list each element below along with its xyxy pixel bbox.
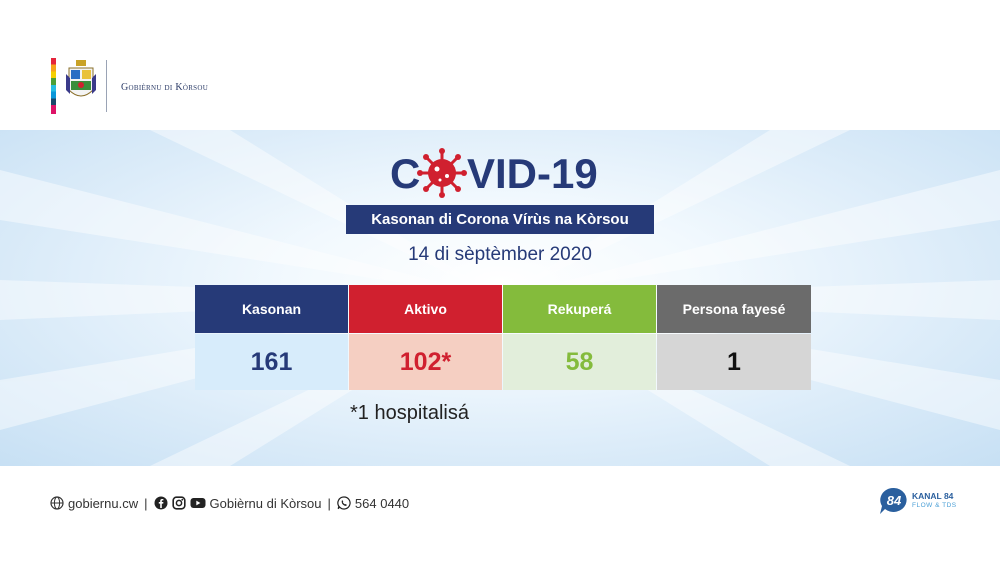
kanal-name: KANAL 84 bbox=[912, 491, 954, 501]
whatsapp-icon[interactable] bbox=[337, 496, 351, 510]
kanal-badge-number: 84 bbox=[887, 493, 902, 508]
header-rekupera: Rekuperá bbox=[503, 285, 656, 333]
value-aktivo: 102* bbox=[349, 334, 502, 390]
header: Gobièrnu di Kòrsou bbox=[0, 0, 1000, 130]
website-link[interactable]: gobiernu.cw bbox=[68, 495, 139, 511]
footnote: *1 hospitalisá bbox=[350, 402, 469, 424]
stats-table: Kasonan Aktivo Rekuperá Persona fayesé 1… bbox=[195, 285, 811, 390]
separator: | bbox=[144, 495, 148, 511]
kanal-84-logo: 84 KANAL 84 FLOW & TDS bbox=[878, 487, 968, 515]
header-kasonan: Kasonan bbox=[195, 285, 348, 333]
title-rest: VID-19 bbox=[467, 150, 598, 197]
virus-icon bbox=[417, 148, 467, 198]
kanal-sub: FLOW & TDS bbox=[912, 502, 957, 509]
org-name: Gobièrnu di Kòrsou bbox=[121, 82, 209, 93]
color-stripe bbox=[51, 58, 56, 114]
globe-icon bbox=[50, 496, 64, 510]
social-handle[interactable]: Gobièrnu di Kòrsou bbox=[209, 495, 322, 511]
header-aktivo: Aktivo bbox=[349, 285, 502, 333]
footer: gobiernu.cw | Gobièrnu di Kòrsou | 564 0… bbox=[50, 494, 409, 512]
value-persona-fayese: 1 bbox=[657, 334, 811, 390]
kanal-84-badge-icon: 84 bbox=[880, 487, 907, 514]
report-date: 14 di sèptèmber 2020 bbox=[408, 244, 592, 265]
youtube-icon[interactable] bbox=[190, 496, 206, 510]
phone-number[interactable]: 564 0440 bbox=[354, 495, 410, 511]
separator: | bbox=[327, 495, 331, 511]
header-persona-fayese: Persona fayesé bbox=[657, 285, 811, 333]
divider bbox=[106, 60, 107, 112]
subtitle: Kasonan di Corona Vírùs na Kòrsou bbox=[346, 205, 654, 234]
value-kasonan: 161 bbox=[195, 334, 348, 390]
covid-title: C VID-19 bbox=[0, 148, 1000, 198]
value-rekupera: 58 bbox=[503, 334, 656, 390]
coat-of-arms-icon bbox=[66, 60, 96, 97]
title-letter-c: C bbox=[390, 150, 420, 197]
facebook-icon[interactable] bbox=[154, 496, 168, 510]
instagram-icon[interactable] bbox=[171, 496, 186, 510]
